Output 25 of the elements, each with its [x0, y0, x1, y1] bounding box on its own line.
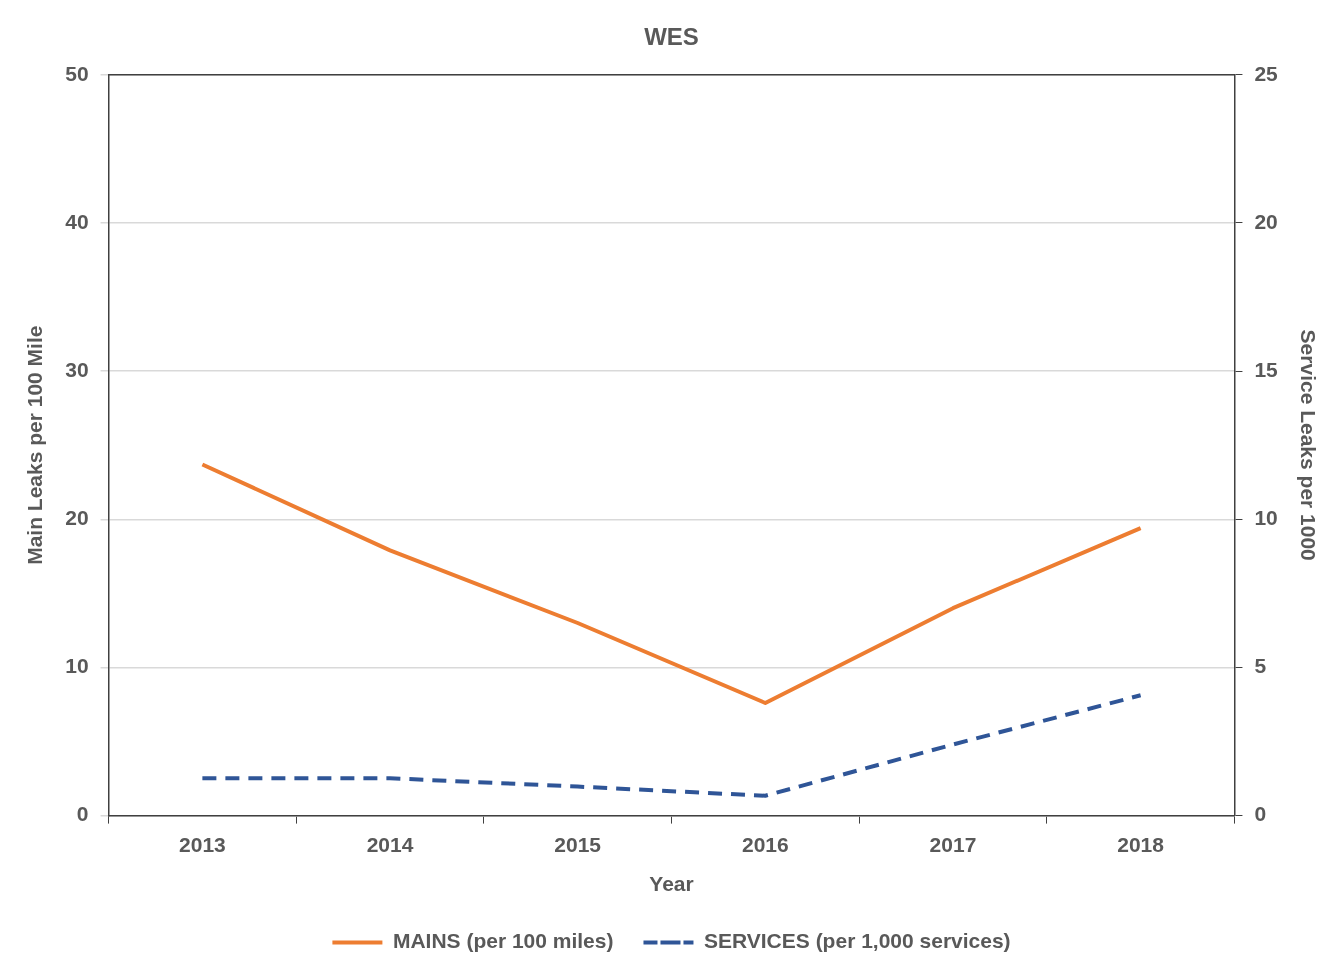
y-tick-label: 0 — [76, 802, 89, 826]
y-tick-label: 50 — [65, 61, 89, 85]
y2-axis-title: Service Leaks per 1000 — [1296, 329, 1320, 561]
y2-tick-label: 0 — [1254, 802, 1267, 826]
y-tick-label: 10 — [65, 654, 89, 678]
y2-tick-label: 10 — [1254, 506, 1278, 530]
x-axis-title: Year — [649, 872, 694, 896]
y-tick-label: 40 — [65, 209, 89, 233]
legend-label: MAINS (per 100 miles) — [392, 929, 614, 953]
line-series — [200, 693, 1143, 798]
chart-title: WES — [644, 23, 699, 51]
x-tick-label: 2013 — [179, 833, 226, 856]
x-tick-label: 2017 — [929, 833, 977, 856]
y2-tick-label: 5 — [1254, 654, 1267, 678]
y-axis-title: Main Leaks per 100 Mile — [23, 325, 47, 565]
y2-tick-label: 20 — [1254, 209, 1278, 233]
legend-label: SERVICES (per 1,000 services) — [703, 929, 1011, 953]
y2-tick-label: 15 — [1254, 357, 1279, 381]
y2-tick-label: 25 — [1254, 61, 1279, 85]
x-tick-label: 2016 — [741, 833, 789, 856]
x-tick-label: 2014 — [366, 833, 414, 856]
x-tick-label: 2018 — [1117, 833, 1165, 856]
y-tick-label: 20 — [65, 506, 89, 530]
x-tick-label: 2015 — [554, 833, 602, 856]
y-tick-label: 30 — [65, 357, 89, 381]
